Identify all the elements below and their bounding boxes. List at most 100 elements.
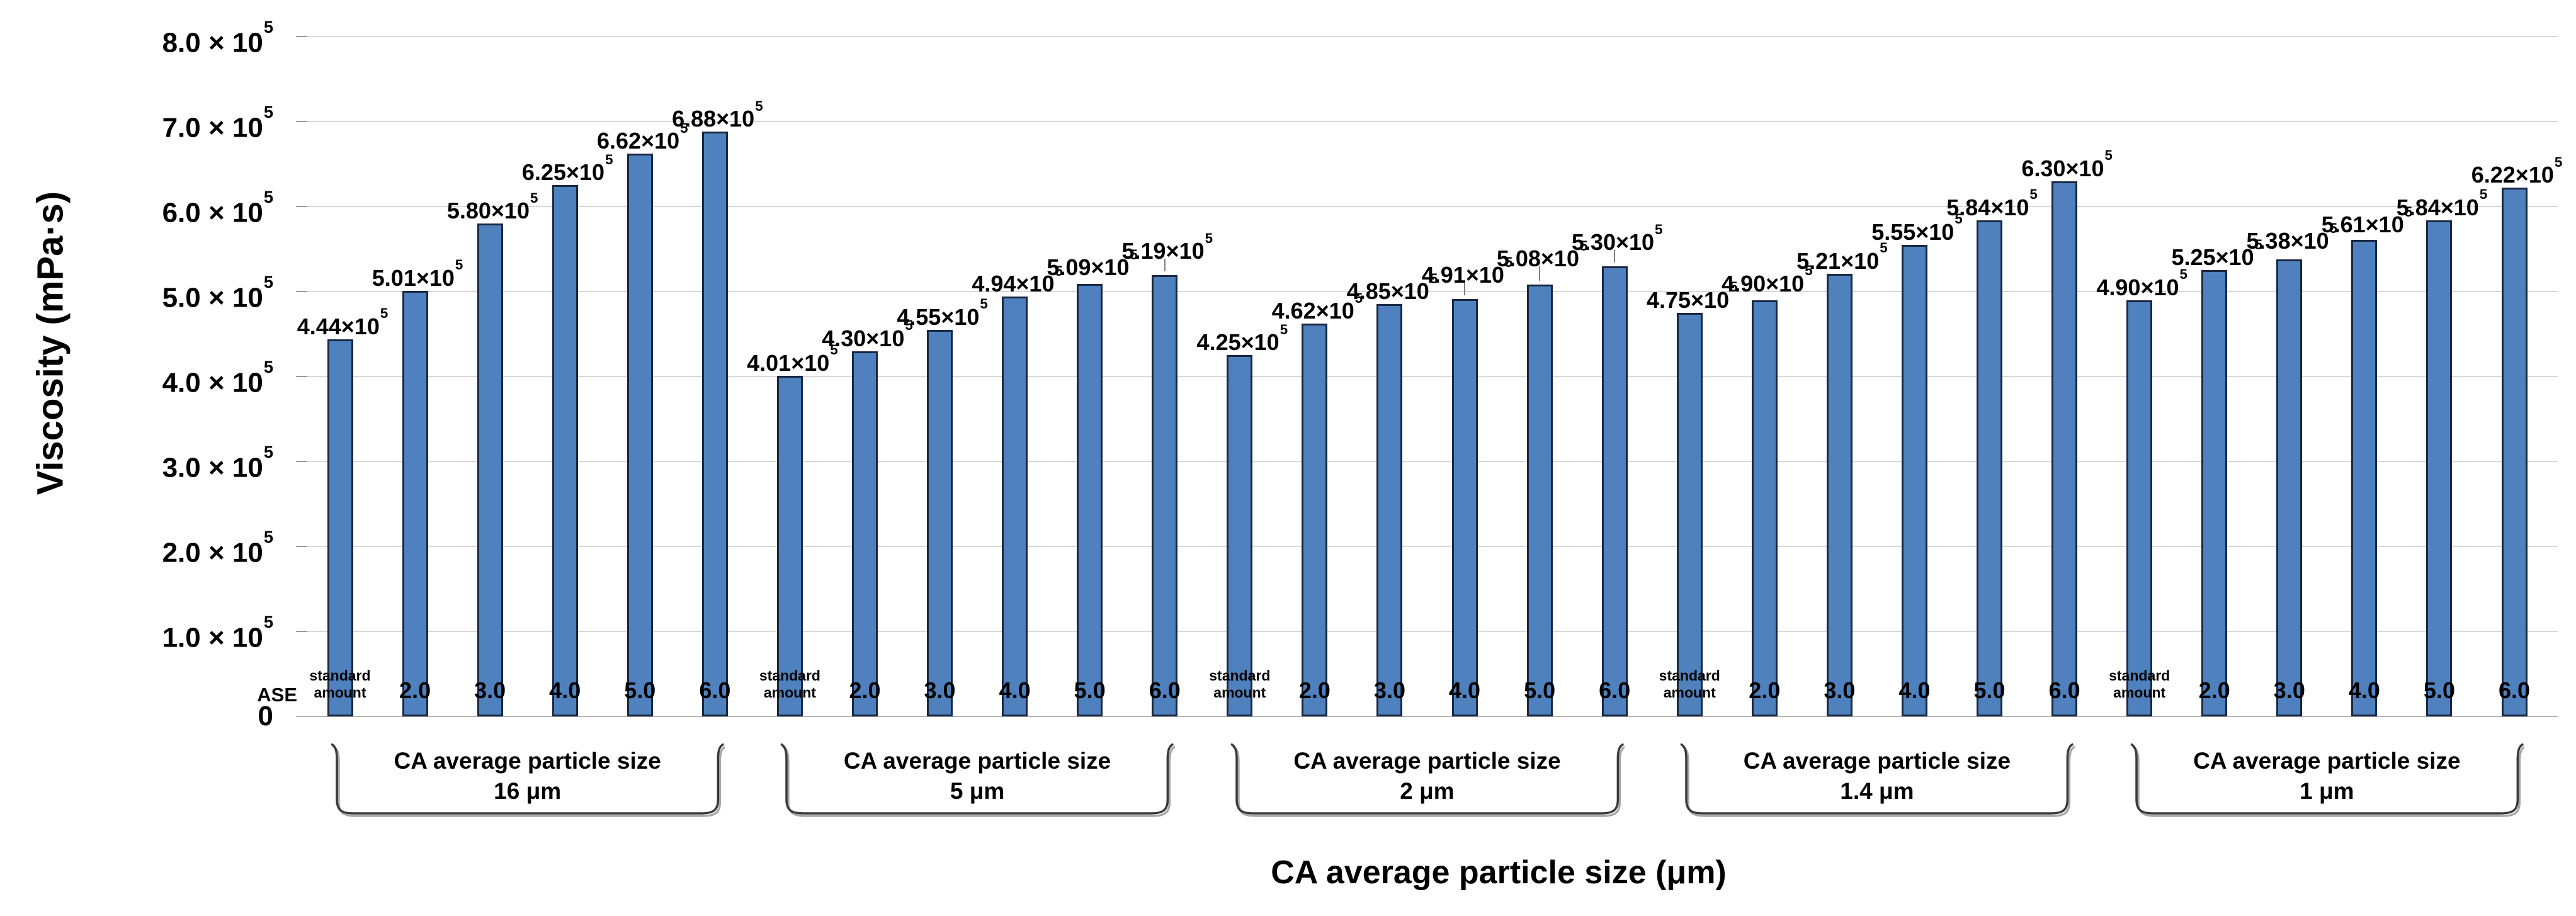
y-tick-label: 2.0 × 105 bbox=[162, 527, 273, 568]
bar bbox=[1451, 299, 1478, 716]
bar bbox=[2276, 259, 2303, 716]
bar-value-label: 6.62×105 bbox=[596, 120, 688, 154]
bar-value-label: 6.25×105 bbox=[521, 151, 613, 186]
label-leader-line bbox=[1464, 283, 1466, 296]
y-axis-tick bbox=[296, 121, 307, 122]
bar bbox=[2351, 239, 2378, 716]
gridline bbox=[307, 376, 2558, 377]
group-bracket-shape bbox=[780, 743, 1175, 817]
group-bracket-shape bbox=[2130, 743, 2525, 817]
bar-value-label: 6.88×105 bbox=[672, 98, 763, 132]
y-tick-label: 4.0 × 105 bbox=[162, 357, 273, 399]
y-axis-tick bbox=[296, 631, 307, 632]
x-axis-line bbox=[296, 716, 2558, 717]
category-label: 4.0 bbox=[2348, 677, 2380, 703]
y-tick-label: 5.0 × 105 bbox=[162, 272, 273, 314]
bar bbox=[2426, 220, 2453, 716]
y-tick-label: 6.0 × 105 bbox=[162, 187, 273, 229]
bar-value-label: 5.01×105 bbox=[372, 257, 463, 291]
category-label: 6.0 bbox=[1149, 677, 1181, 703]
category-label: 3.0 bbox=[2273, 677, 2305, 703]
category-label: 5.0 bbox=[1074, 677, 1106, 703]
bar-value-label: 5.25×105 bbox=[2171, 236, 2263, 271]
category-label: 5.0 bbox=[1973, 677, 2006, 703]
bar-value-label: 4.01×105 bbox=[747, 342, 838, 376]
bar bbox=[1676, 312, 1703, 716]
group-bracket-label-line1: CA average particle size bbox=[394, 748, 661, 774]
bar-value-label: 4.55×105 bbox=[897, 296, 988, 330]
y-tick-label: 3.0 × 105 bbox=[162, 442, 273, 483]
category-label-standard-amount: standard amount bbox=[1659, 667, 1720, 701]
x-category-row-header: ASE bbox=[257, 684, 297, 706]
y-tick-label: 1.0 × 105 bbox=[162, 612, 273, 653]
category-label-standard-amount: standard amount bbox=[2109, 667, 2170, 701]
bar-value-label: 4.62×105 bbox=[1271, 290, 1363, 324]
bar bbox=[1227, 355, 1253, 716]
bar-value-label: 5.84×105 bbox=[2396, 186, 2488, 220]
category-label: 4.0 bbox=[549, 677, 581, 703]
bar bbox=[2126, 300, 2153, 716]
bar bbox=[1077, 283, 1103, 716]
bar bbox=[1376, 304, 1403, 716]
bar bbox=[1152, 275, 1178, 716]
y-axis-tick bbox=[296, 546, 307, 547]
gridline bbox=[307, 461, 2558, 462]
y-axis-tick bbox=[296, 291, 307, 292]
gridline bbox=[307, 121, 2558, 122]
bar bbox=[2201, 270, 2228, 716]
bar-value-label: 5.21×105 bbox=[1796, 240, 1888, 274]
group-bracket-label-line2: 2 μm bbox=[1400, 778, 1455, 804]
category-label: 6.0 bbox=[2048, 677, 2080, 703]
y-tick-label: 7.0 × 105 bbox=[162, 102, 273, 144]
gridline bbox=[307, 291, 2558, 292]
bar bbox=[552, 185, 578, 716]
bar bbox=[1751, 300, 1778, 716]
bar bbox=[327, 339, 353, 716]
bar-value-label: 4.91×105 bbox=[1421, 254, 1513, 288]
bar bbox=[402, 290, 428, 716]
y-axis-tick bbox=[296, 36, 307, 37]
category-label: 4.0 bbox=[1449, 677, 1481, 703]
bar-value-label: 4.94×105 bbox=[972, 263, 1063, 297]
category-label: 2.0 bbox=[849, 677, 881, 703]
bar-value-label: 4.44×105 bbox=[297, 305, 389, 339]
category-label: 5.0 bbox=[2423, 677, 2455, 703]
bar bbox=[701, 132, 728, 716]
category-label: 3.0 bbox=[474, 677, 506, 703]
group-bracket-label-line2: 5 μm bbox=[950, 778, 1005, 804]
y-tick-label: 0 bbox=[258, 701, 273, 732]
category-label: 2.0 bbox=[399, 677, 431, 703]
group-bracket: CA average particle size 1.4 μm bbox=[1679, 740, 2075, 820]
group-bracket-label-line1: CA average particle size bbox=[1293, 748, 1561, 774]
y-axis-tick bbox=[296, 376, 307, 377]
bar bbox=[1002, 297, 1028, 716]
group-bracket: CA average particle size 2 μm bbox=[1230, 740, 1625, 820]
group-bracket: CA average particle size 16 μm bbox=[330, 740, 725, 820]
bar-value-label: 5.80×105 bbox=[446, 189, 538, 223]
category-label: 2.0 bbox=[2198, 677, 2230, 703]
group-bracket-shape bbox=[331, 743, 725, 817]
bar bbox=[1601, 266, 1628, 716]
bar bbox=[927, 329, 953, 716]
y-tick-label: 8.0 × 105 bbox=[162, 17, 273, 59]
label-leader-line bbox=[1614, 250, 1616, 263]
group-bracket-label-line1: CA average particle size bbox=[1743, 748, 2011, 774]
bar-value-label: 5.08×105 bbox=[1496, 237, 1588, 272]
gridline bbox=[307, 36, 2558, 37]
category-label: 4.0 bbox=[999, 677, 1031, 703]
category-label: 6.0 bbox=[2498, 677, 2531, 703]
group-bracket: CA average particle size 5 μm bbox=[780, 740, 1175, 820]
bar-value-label: 5.19×105 bbox=[1121, 230, 1213, 264]
category-label-standard-amount: standard amount bbox=[309, 667, 371, 701]
y-axis-tick bbox=[296, 461, 307, 462]
bar-value-label: 6.30×105 bbox=[2021, 147, 2113, 181]
group-bracket: CA average particle size 1 μm bbox=[2130, 740, 2525, 820]
group-bracket-label-line1: CA average particle size bbox=[2193, 748, 2461, 774]
bar bbox=[1826, 273, 1853, 716]
category-label: 3.0 bbox=[1373, 677, 1405, 703]
category-label: 6.0 bbox=[699, 677, 731, 703]
bar-value-label: 5.38×105 bbox=[2246, 220, 2338, 254]
bar-value-label: 5.84×105 bbox=[1946, 186, 2038, 220]
bar bbox=[851, 351, 878, 716]
